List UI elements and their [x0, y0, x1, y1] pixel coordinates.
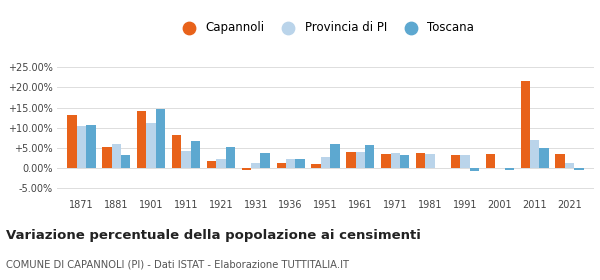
Text: COMUNE DI CAPANNOLI (PI) - Dati ISTAT - Elaborazione TUTTITALIA.IT: COMUNE DI CAPANNOLI (PI) - Dati ISTAT - …	[6, 259, 349, 269]
Bar	[251, 163, 260, 168]
Text: Variazione percentuale della popolazione ai censimenti: Variazione percentuale della popolazione…	[6, 229, 421, 242]
Bar	[102, 147, 112, 168]
Bar	[470, 168, 479, 171]
Bar	[565, 163, 574, 168]
Bar	[505, 168, 514, 170]
Bar	[260, 153, 270, 168]
Bar	[207, 161, 216, 168]
Bar	[286, 159, 295, 168]
Bar	[381, 154, 391, 168]
Bar	[346, 152, 356, 168]
Bar	[356, 152, 365, 168]
Bar	[121, 155, 130, 168]
Bar	[425, 154, 435, 168]
Bar	[77, 126, 86, 168]
Bar	[137, 111, 146, 168]
Bar	[242, 168, 251, 170]
Bar	[330, 144, 340, 168]
Bar	[530, 141, 539, 168]
Bar	[486, 154, 495, 168]
Bar	[311, 164, 321, 168]
Bar	[391, 153, 400, 168]
Bar	[86, 125, 95, 168]
Bar	[112, 144, 121, 168]
Bar	[295, 159, 305, 168]
Bar	[216, 158, 226, 168]
Bar	[226, 147, 235, 168]
Bar	[365, 145, 374, 168]
Bar	[181, 151, 191, 168]
Legend: Capannoli, Provincia di PI, Toscana: Capannoli, Provincia di PI, Toscana	[172, 16, 479, 39]
Bar	[451, 155, 460, 168]
Bar	[556, 154, 565, 168]
Bar	[172, 135, 181, 168]
Bar	[321, 157, 330, 168]
Bar	[460, 155, 470, 168]
Bar	[67, 115, 77, 168]
Bar	[416, 153, 425, 168]
Bar	[146, 123, 156, 168]
Bar	[539, 148, 549, 168]
Bar	[521, 81, 530, 168]
Bar	[191, 141, 200, 168]
Bar	[277, 164, 286, 168]
Bar	[156, 109, 165, 168]
Bar	[574, 168, 584, 170]
Bar	[400, 155, 409, 168]
